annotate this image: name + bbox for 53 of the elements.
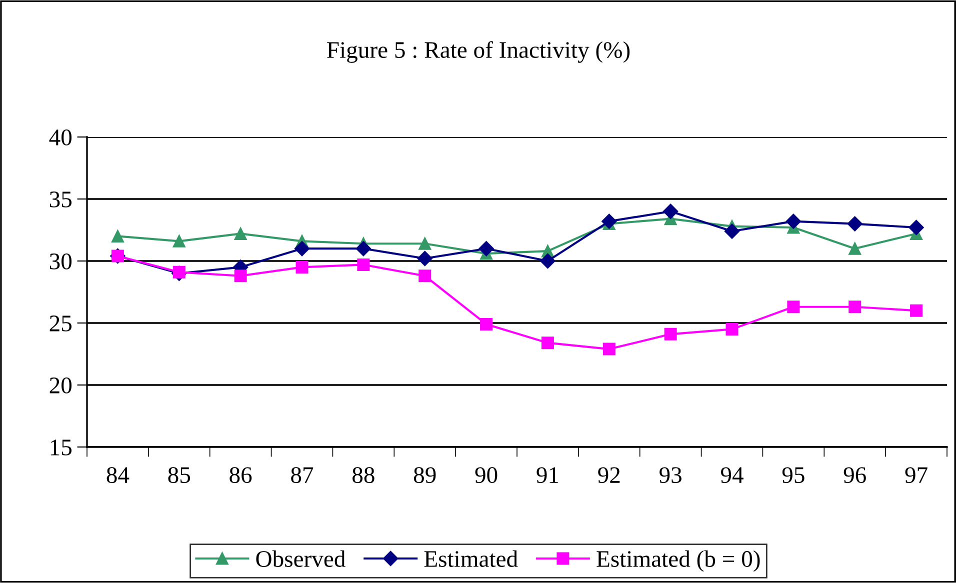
x-tick-label: 91 <box>536 467 558 484</box>
y-tick-label: 35 <box>50 192 72 208</box>
x-tick-label: 86 <box>230 467 252 484</box>
x-tick-label: 95 <box>782 467 804 484</box>
point <box>602 342 616 356</box>
x-tick-label: 92 <box>598 467 620 484</box>
chart-title: Figure 5 : Rate of Inactivity (%) <box>327 41 630 63</box>
legend-label: Observed <box>256 550 346 567</box>
point <box>418 237 432 250</box>
y-tick-label: 20 <box>50 377 72 394</box>
point <box>541 336 554 350</box>
point <box>910 304 923 317</box>
y-tick-label: 30 <box>50 253 72 270</box>
x-tick-label: 96 <box>844 467 866 484</box>
point <box>294 241 310 256</box>
point <box>296 260 308 274</box>
x-tick-label: 94 <box>720 467 744 484</box>
point <box>417 250 432 266</box>
point <box>172 234 186 248</box>
x-tick-label: 93 <box>660 467 682 484</box>
x-tick-label: 89 <box>414 467 436 484</box>
point <box>787 300 800 314</box>
point <box>848 300 862 314</box>
point <box>478 241 494 256</box>
point <box>848 242 862 255</box>
point <box>234 270 247 282</box>
x-tick-label: 97 <box>905 467 928 484</box>
legend-label: Estimated <box>424 550 518 567</box>
point <box>356 241 371 256</box>
y-tick-label: 25 <box>50 316 72 332</box>
point <box>664 328 677 340</box>
point <box>602 214 617 229</box>
x-tick-label: 85 <box>168 467 190 484</box>
point <box>908 220 924 236</box>
point <box>540 253 556 269</box>
point <box>480 318 493 330</box>
x-tick-label: 87 <box>291 467 314 484</box>
point <box>847 216 862 232</box>
legend-label: Estimated (b = 0) <box>596 550 760 572</box>
x-tick-label: 90 <box>475 467 498 484</box>
y-tick-label: 15 <box>50 440 72 456</box>
point <box>786 214 801 229</box>
x-tick-label: 88 <box>352 467 374 484</box>
point <box>724 224 740 239</box>
point <box>172 266 186 278</box>
point <box>418 270 432 282</box>
point <box>726 322 738 336</box>
point <box>357 258 370 271</box>
point <box>663 204 678 219</box>
x-tick-label: 84 <box>106 467 130 484</box>
point <box>111 230 124 242</box>
point <box>234 227 247 240</box>
y-tick-label: 40 <box>49 129 72 146</box>
